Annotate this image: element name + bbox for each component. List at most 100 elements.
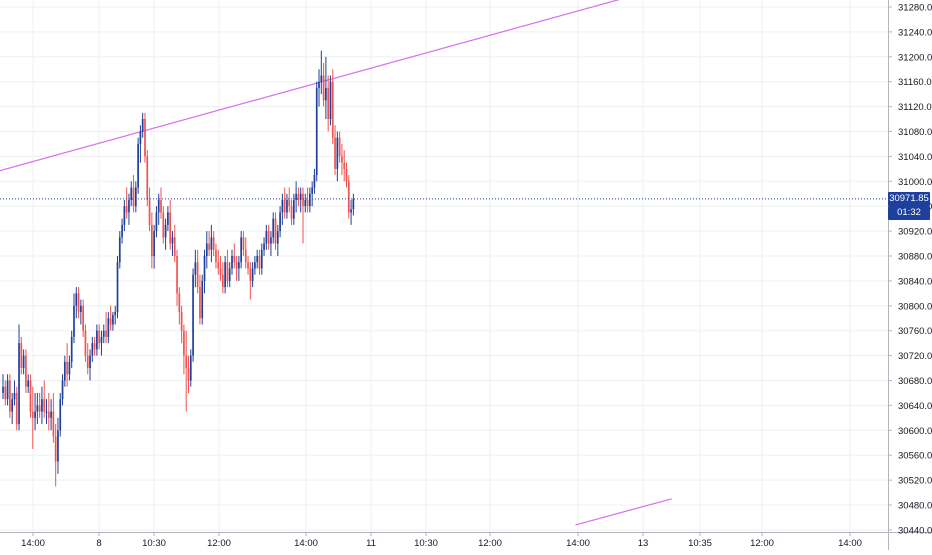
candle-body bbox=[2, 386, 4, 393]
candle bbox=[52, 392, 55, 443]
trendline[interactable] bbox=[0, 0, 633, 188]
candle bbox=[105, 312, 107, 344]
candle-body bbox=[70, 336, 73, 362]
candle bbox=[102, 324, 105, 344]
candle bbox=[45, 399, 48, 425]
candle-body bbox=[167, 212, 169, 225]
candle-body bbox=[134, 187, 137, 207]
candle-body bbox=[299, 193, 302, 200]
candle bbox=[38, 392, 41, 418]
candle bbox=[315, 81, 318, 182]
candle bbox=[341, 143, 343, 176]
candle bbox=[203, 249, 206, 294]
trendline[interactable] bbox=[575, 498, 672, 526]
candle bbox=[13, 380, 16, 406]
candle-body bbox=[11, 399, 14, 412]
candle-body bbox=[171, 237, 174, 244]
candle bbox=[205, 231, 208, 269]
candle-body bbox=[52, 411, 55, 437]
candle bbox=[6, 374, 9, 406]
y-tick-label: 30560.00 bbox=[898, 451, 932, 462]
candle-body bbox=[219, 268, 222, 275]
candle-body bbox=[139, 131, 142, 144]
candle bbox=[130, 181, 133, 207]
candle bbox=[107, 312, 110, 344]
candle bbox=[183, 324, 185, 375]
candle-body bbox=[288, 199, 291, 207]
candle-body bbox=[73, 305, 75, 337]
candle bbox=[27, 374, 30, 393]
candle bbox=[100, 330, 103, 356]
candle-body bbox=[77, 293, 80, 313]
candle bbox=[20, 336, 23, 375]
candle bbox=[86, 343, 89, 375]
candle bbox=[244, 237, 247, 269]
candle-body bbox=[68, 361, 71, 375]
candle bbox=[299, 187, 302, 213]
candle-body bbox=[36, 405, 39, 412]
candle-body bbox=[260, 249, 263, 269]
candle-body bbox=[283, 199, 286, 213]
candle-body bbox=[151, 224, 153, 256]
candle bbox=[41, 386, 43, 425]
candle bbox=[217, 249, 220, 275]
candle-body bbox=[18, 343, 20, 425]
candle-body bbox=[96, 330, 98, 350]
candle bbox=[185, 330, 188, 412]
candle bbox=[4, 380, 7, 406]
candle-body bbox=[86, 355, 89, 369]
candle-body bbox=[311, 187, 313, 194]
y-tick-label: 31200.00 bbox=[898, 52, 932, 63]
candle-body bbox=[178, 293, 181, 313]
candle bbox=[77, 287, 80, 319]
y-tick-label: 30520.00 bbox=[898, 476, 932, 487]
candle-body bbox=[274, 218, 277, 244]
candle-body bbox=[41, 399, 43, 412]
candle-body bbox=[160, 199, 162, 213]
candle-body bbox=[251, 268, 254, 281]
candle bbox=[137, 137, 139, 194]
candle bbox=[118, 231, 121, 269]
candle bbox=[304, 193, 307, 213]
candle bbox=[233, 243, 236, 269]
candle bbox=[31, 386, 34, 449]
x-tick-label: 10:35 bbox=[688, 538, 712, 549]
candle bbox=[9, 374, 11, 418]
candle-body bbox=[63, 361, 66, 381]
candle-body bbox=[334, 137, 336, 169]
candle-body bbox=[199, 287, 201, 319]
trendlines[interactable] bbox=[0, 0, 672, 526]
candle-body bbox=[54, 436, 57, 462]
candle-body bbox=[297, 193, 300, 200]
candle-body bbox=[121, 224, 123, 238]
candle-body bbox=[192, 274, 194, 356]
candle-body bbox=[153, 231, 155, 256]
candle bbox=[54, 424, 57, 487]
y-tick-label: 31240.00 bbox=[898, 27, 932, 38]
candle bbox=[70, 330, 73, 369]
candle-body bbox=[331, 81, 334, 138]
candle-body bbox=[15, 392, 18, 425]
candle bbox=[75, 287, 78, 319]
candle bbox=[173, 224, 176, 263]
candle bbox=[18, 324, 20, 431]
candle-body bbox=[187, 368, 190, 381]
candle bbox=[228, 262, 231, 288]
candle-body bbox=[47, 411, 50, 418]
candle bbox=[68, 355, 71, 381]
candle-body bbox=[38, 405, 41, 412]
candle-body bbox=[217, 262, 220, 269]
candle-body bbox=[31, 411, 34, 418]
candle bbox=[57, 417, 59, 474]
candle-body bbox=[89, 355, 91, 369]
candle-body bbox=[258, 256, 261, 269]
candle bbox=[329, 75, 332, 126]
candle-body bbox=[270, 237, 272, 244]
candle-body bbox=[98, 330, 101, 344]
candle-body bbox=[114, 312, 117, 316]
candle bbox=[148, 187, 151, 232]
candle bbox=[178, 287, 181, 325]
